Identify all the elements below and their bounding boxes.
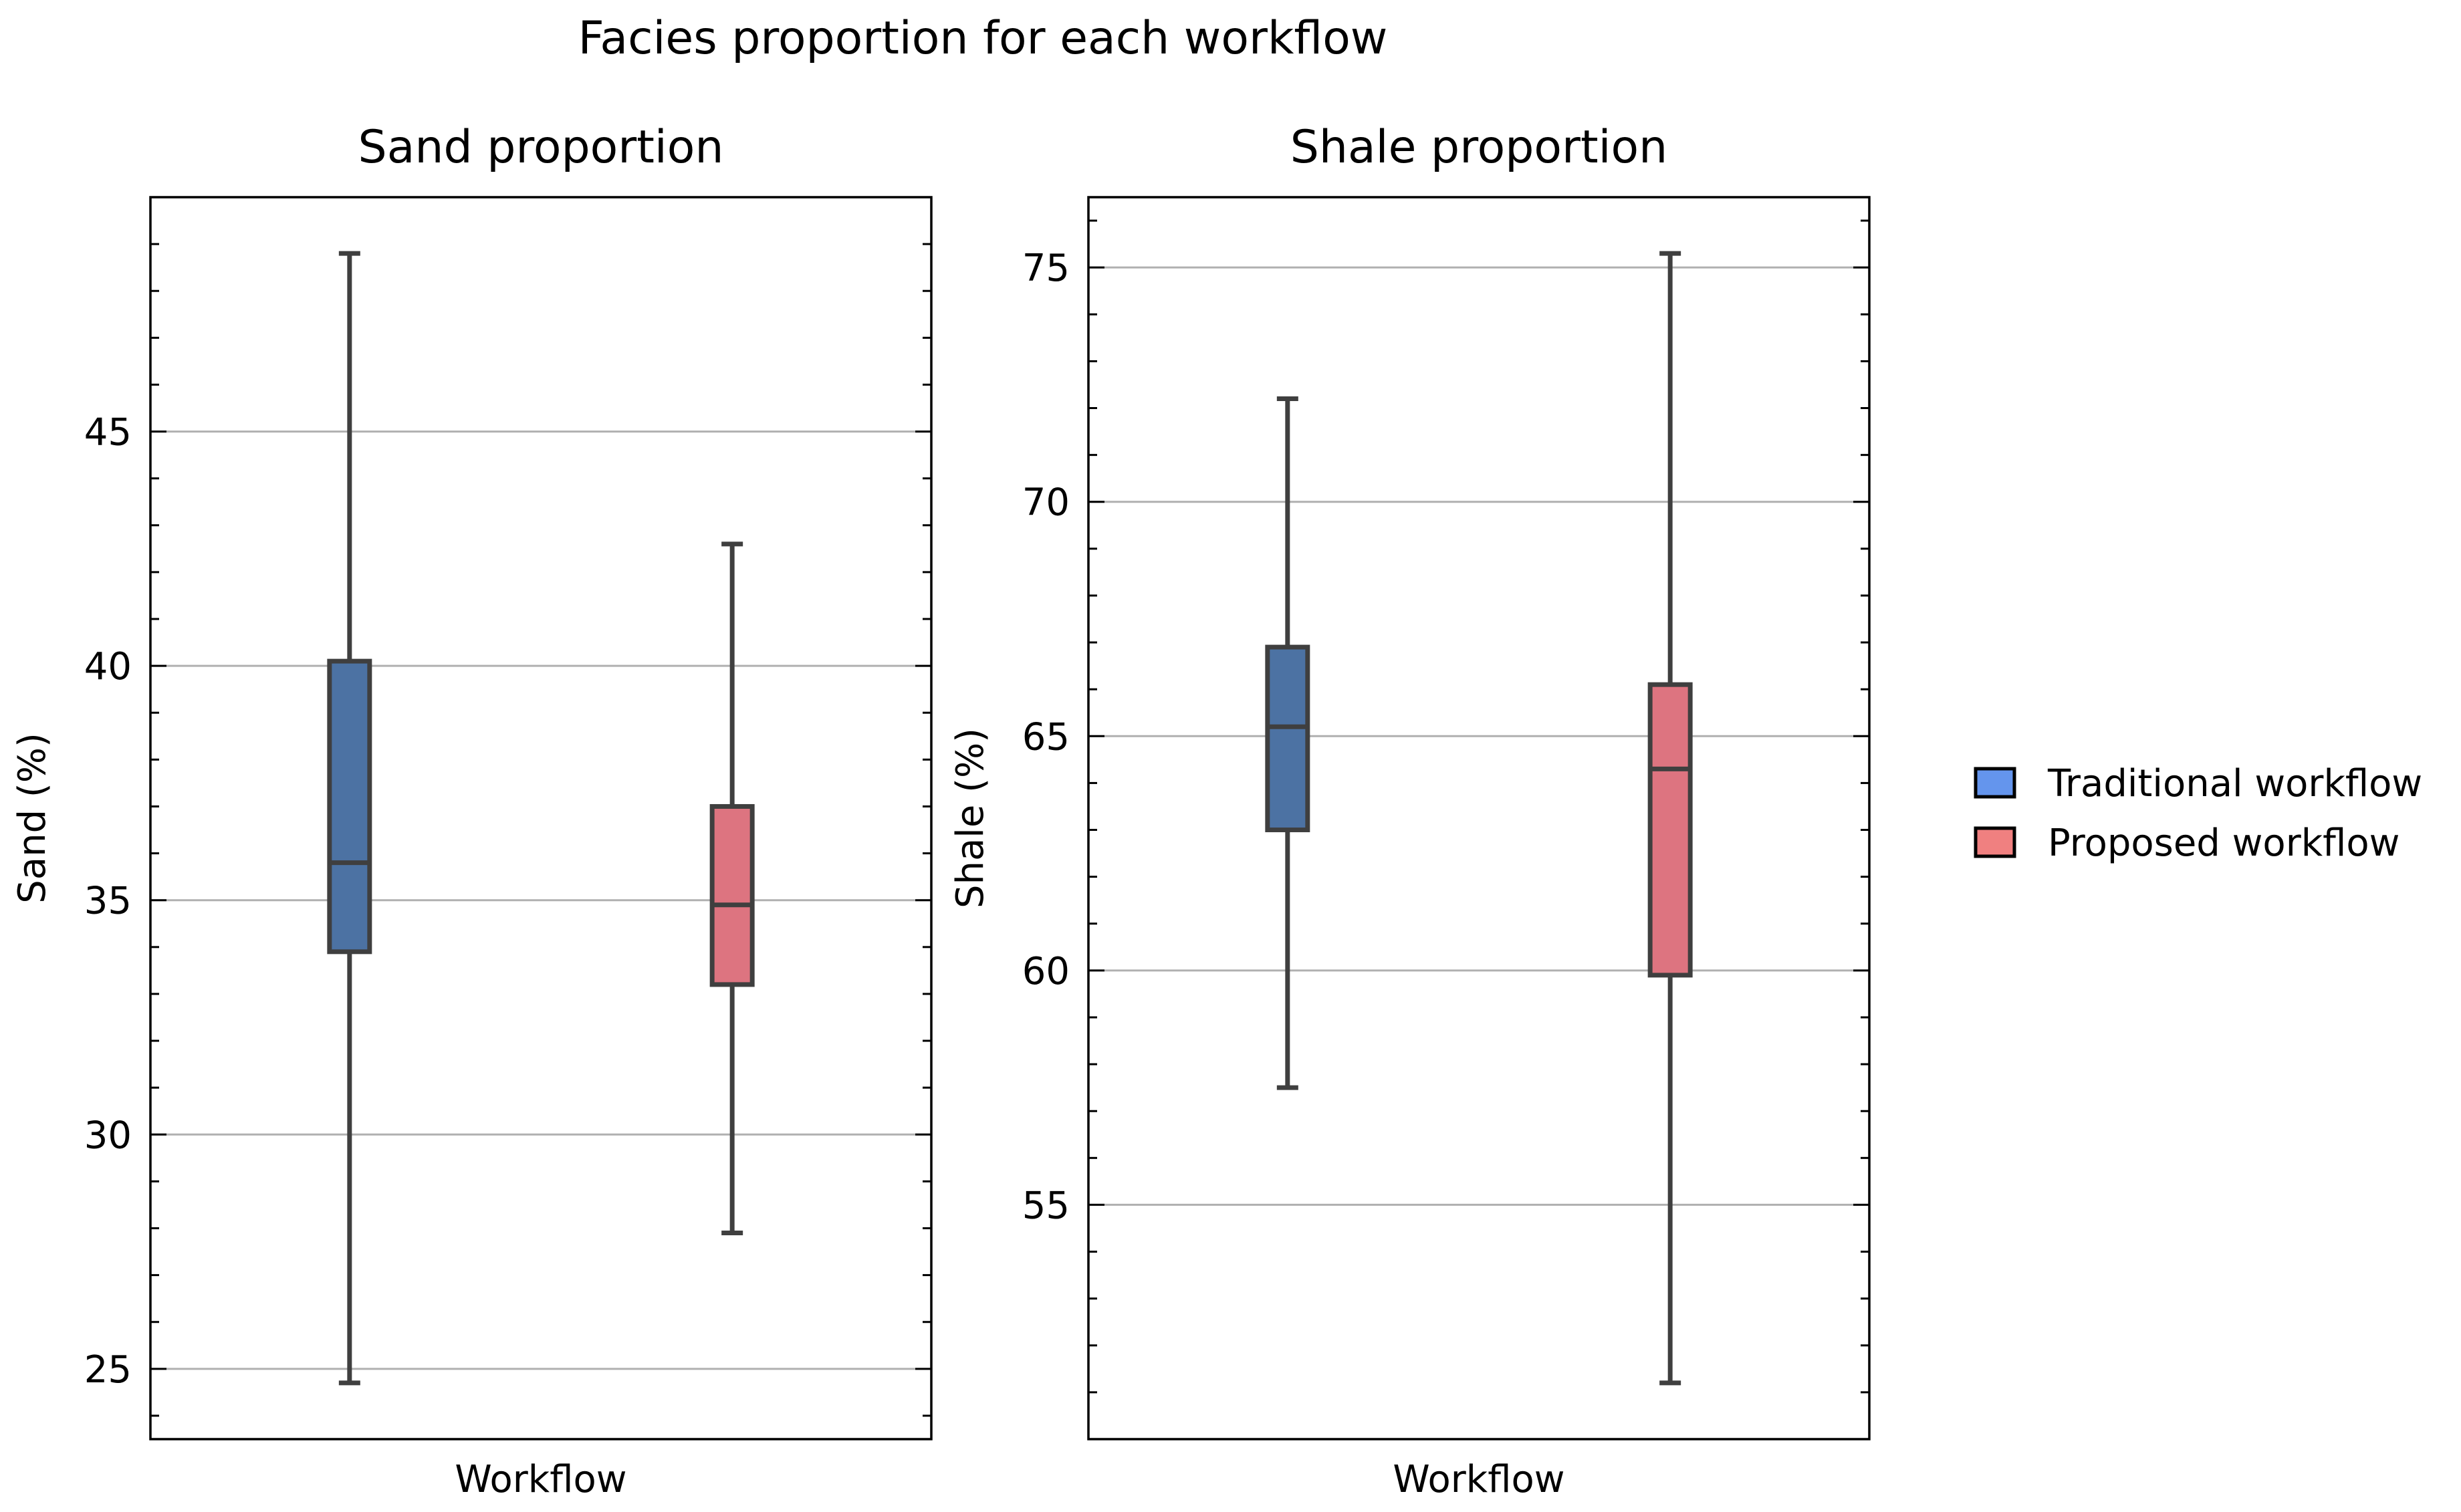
legend-swatch-proposed bbox=[1974, 826, 2016, 858]
panel-title: Sand proportion bbox=[358, 121, 724, 174]
x-axis-label: Workflow bbox=[1393, 1458, 1564, 1501]
shale-panel: 55 60 65 70 75 Shale proportion Workflow Shale … bbox=[949, 121, 1871, 1501]
y-tick-label: 30 bbox=[84, 1114, 132, 1157]
panel-title: Shale proportion bbox=[1290, 121, 1668, 174]
y-tick-label: 70 bbox=[1022, 481, 1070, 525]
box-traditional bbox=[1265, 396, 1310, 1090]
iqr-box bbox=[709, 803, 755, 987]
figure-title: Facies proportion for each workflow bbox=[578, 12, 1388, 65]
box-proposed bbox=[709, 541, 755, 1236]
y-tick-label: 65 bbox=[1022, 715, 1070, 759]
legend-swatch-traditional bbox=[1974, 767, 2016, 799]
y-tick-label: 25 bbox=[84, 1348, 132, 1392]
box-proposed bbox=[1647, 251, 1693, 1386]
axes-frame bbox=[1087, 196, 1871, 1440]
iqr-box bbox=[1647, 682, 1693, 978]
y-tick-label: 75 bbox=[1022, 247, 1070, 290]
box-traditional bbox=[327, 251, 372, 1386]
y-axis-label: Shale (%) bbox=[949, 728, 992, 908]
y-tick-label: 35 bbox=[84, 880, 132, 923]
iqr-box bbox=[1265, 644, 1310, 833]
legend-label-proposed: Proposed workflow bbox=[2048, 822, 2399, 865]
y-tick-label: 60 bbox=[1022, 950, 1070, 993]
y-tick-label: 45 bbox=[84, 411, 132, 455]
iqr-box bbox=[327, 658, 372, 955]
y-axis-label: Sand (%) bbox=[11, 733, 54, 904]
y-tick-label: 55 bbox=[1022, 1184, 1070, 1227]
axes-frame bbox=[149, 196, 933, 1440]
legend-label-traditional: Traditional workflow bbox=[2047, 762, 2422, 805]
sand-panel: 25 30 35 40 45 Sand proportion Workflow Sand (%… bbox=[11, 121, 933, 1501]
x-axis-label: Workflow bbox=[455, 1458, 626, 1501]
legend: Traditional workflow Proposed workflow bbox=[1974, 762, 2422, 865]
y-tick-label: 40 bbox=[84, 645, 132, 688]
